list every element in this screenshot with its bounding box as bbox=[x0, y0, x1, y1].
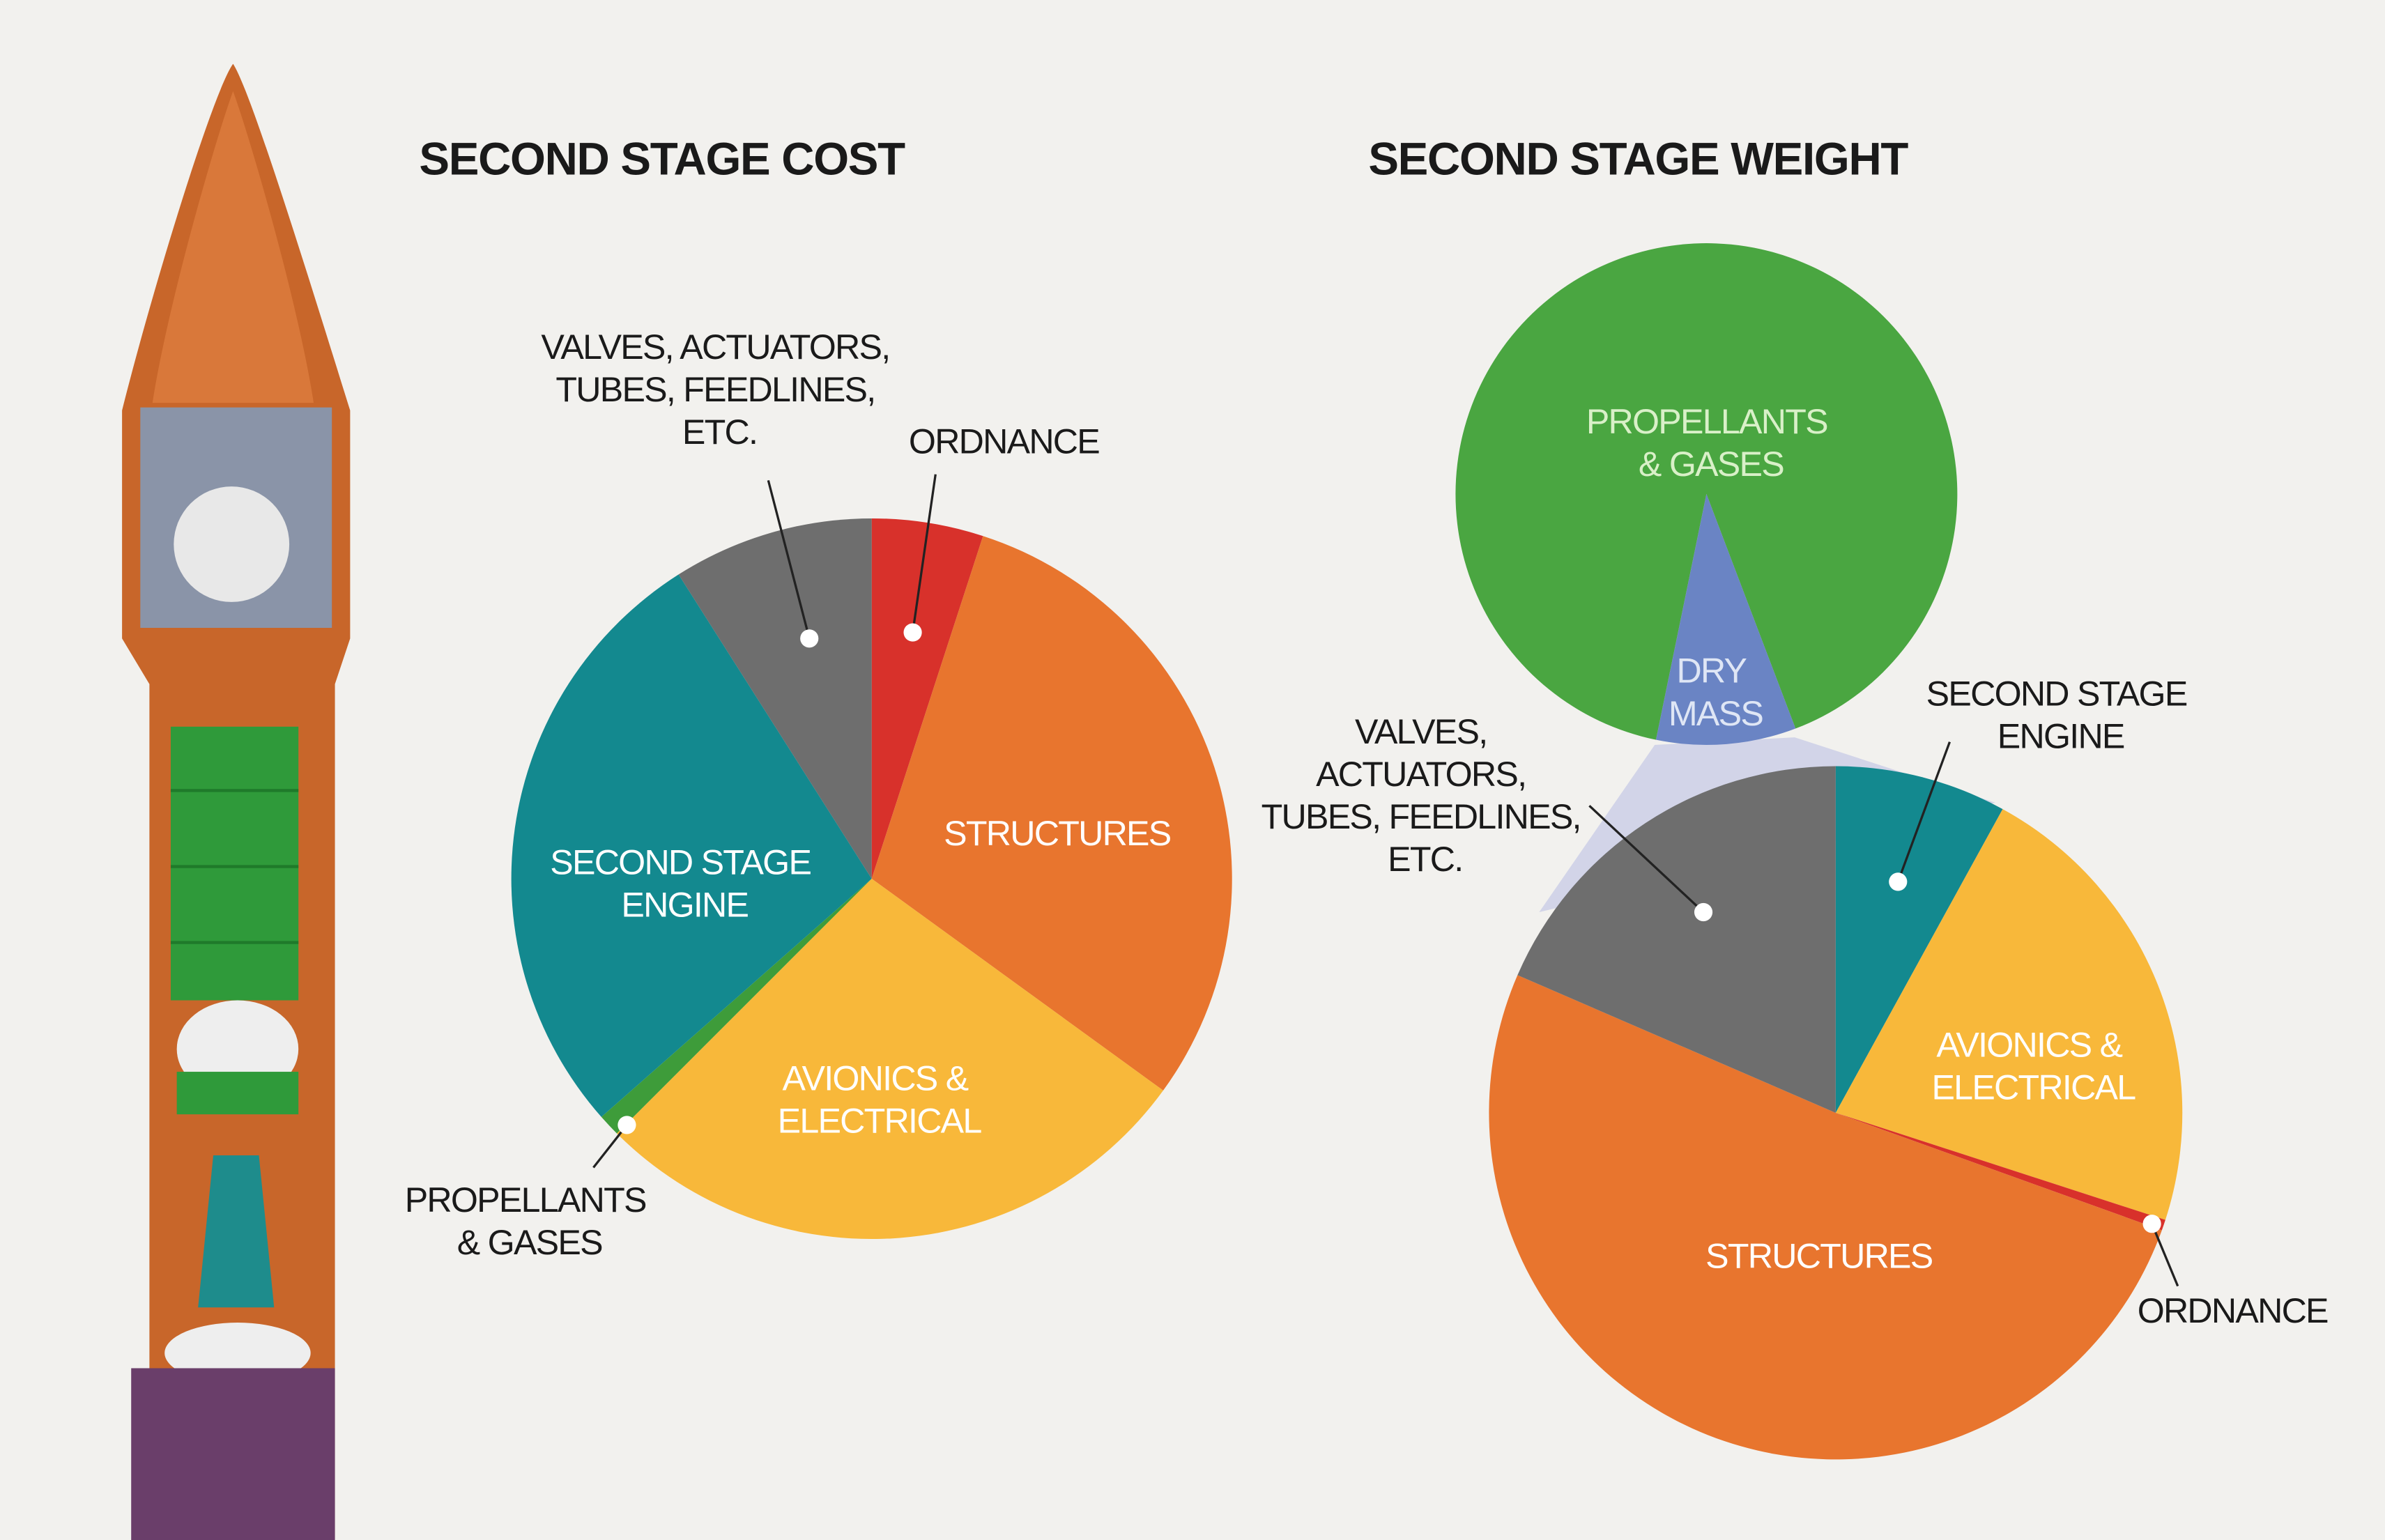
rocket-illustration bbox=[122, 63, 351, 1540]
chart-title: SECOND STAGE COST bbox=[419, 134, 905, 185]
propellant-tank bbox=[170, 726, 299, 1001]
pie-slice bbox=[871, 518, 983, 879]
leader-dot bbox=[1889, 872, 1908, 891]
pie-slice bbox=[617, 878, 1163, 1240]
pie-slice bbox=[1656, 494, 1796, 746]
leader-line bbox=[911, 474, 937, 633]
slice-label: AVIONICS & ELECTRICAL bbox=[778, 1049, 982, 1140]
leader-line bbox=[767, 479, 811, 639]
leader-line bbox=[1896, 741, 1951, 882]
chart-title: SECOND STAGE WEIGHT bbox=[1368, 134, 1908, 185]
first-stage bbox=[131, 1368, 335, 1540]
slice-label: AVIONICS & ELECTRICAL bbox=[1931, 1016, 2135, 1107]
tank-lower bbox=[176, 1072, 299, 1115]
slice-label: SECOND STAGE ENGINE bbox=[550, 833, 819, 924]
pie-slice bbox=[1835, 766, 2003, 1113]
charts: SECOND STAGE COST ORDNANCE STRUCTURES AVION… bbox=[405, 134, 2329, 1460]
pie-slice bbox=[601, 878, 872, 1134]
slice-label: VALVES, ACTUATORS, TUBES, FEEDLINES, ETC… bbox=[541, 318, 898, 452]
slice-label: SECOND STAGE ENGINE bbox=[1926, 665, 2195, 755]
slice-label: STRUCTURES bbox=[1705, 1237, 1933, 1276]
slice-label: ORDNANCE bbox=[909, 422, 1099, 461]
pie-slice bbox=[1455, 243, 1958, 740]
leader-dot bbox=[1694, 902, 1713, 922]
pie-slice bbox=[511, 574, 872, 1117]
pie-slice bbox=[1517, 766, 1836, 1113]
slice-label: VALVES, ACTUATORS, TUBES, FEEDLINES, ETC… bbox=[1261, 703, 1589, 879]
slice-label: DRY MASS bbox=[1669, 642, 1763, 732]
pie-slice bbox=[871, 536, 1232, 1091]
slice-label: STRUCTURES bbox=[944, 814, 1171, 853]
engine bbox=[198, 1155, 275, 1308]
slice-label: PROPELLANTS & GASES bbox=[1586, 393, 1836, 484]
nose-cone bbox=[152, 91, 314, 403]
leader-line bbox=[2151, 1223, 2179, 1287]
leader-dot bbox=[903, 623, 922, 642]
slice-label: PROPELLANTS & GASES bbox=[405, 1171, 654, 1262]
payload-dish bbox=[174, 486, 290, 602]
leader-dot bbox=[618, 1116, 636, 1134]
pie-slice bbox=[1835, 809, 2183, 1220]
pie-slice bbox=[1489, 975, 2162, 1460]
leader-line bbox=[1588, 805, 1705, 914]
slice-label: ORDNANCE bbox=[2138, 1291, 2328, 1330]
pie-slice bbox=[1835, 1112, 2165, 1231]
pie-slice bbox=[678, 518, 872, 879]
leader-dot bbox=[2142, 1215, 2161, 1233]
leader-dot bbox=[800, 629, 819, 648]
